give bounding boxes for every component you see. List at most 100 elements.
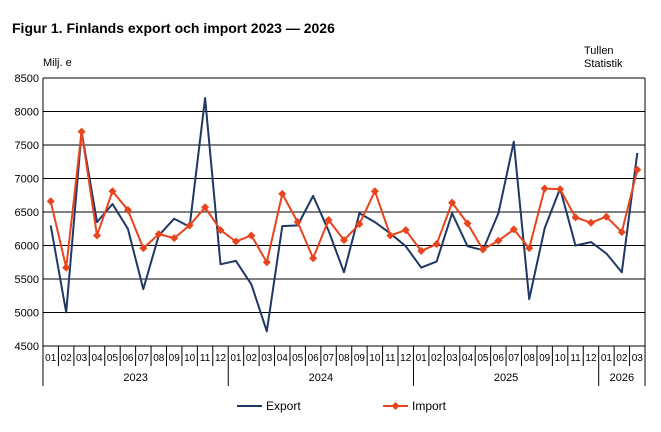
source-line-2: Statistik (584, 58, 623, 70)
import-point (231, 237, 240, 246)
import-point (309, 254, 318, 263)
y-axis-ticks: 4500 5000 5500 6000 6500 7000 7500 8000 8500 (15, 73, 39, 353)
x-year-label: 2023 (123, 372, 147, 384)
x-month-label: 03 (632, 353, 644, 364)
legend-import-label: Import (412, 399, 447, 413)
x-month-label: 10 (184, 353, 196, 364)
x-month-label: 10 (369, 353, 381, 364)
import-point (571, 213, 580, 222)
x-month-label: 06 (493, 353, 505, 364)
x-month-label: 11 (200, 353, 211, 364)
x-month-label: 12 (400, 353, 412, 364)
x-month-label: 10 (555, 353, 567, 364)
x-month-label: 02 (431, 353, 443, 364)
x-month-label: 03 (76, 353, 88, 364)
legend: Export Import (237, 399, 447, 413)
import-point (417, 246, 426, 255)
import-point (185, 221, 194, 230)
import-point (201, 203, 210, 212)
x-month-label: 06 (122, 353, 134, 364)
x-year-label: 2025 (494, 372, 518, 384)
import-point (602, 212, 611, 221)
x-month-label: 04 (462, 353, 474, 364)
x-month-label: 11 (570, 353, 581, 364)
x-month-label: 09 (169, 353, 181, 364)
chart-title: Figur 1. Finlands export och import 2023… (12, 20, 335, 36)
import-point (494, 236, 503, 245)
x-month-label: 01 (416, 353, 428, 364)
x-year-label: 2026 (610, 372, 634, 384)
import-point (170, 234, 179, 243)
import-point (478, 245, 487, 254)
import-point (355, 220, 364, 229)
import-point (123, 205, 132, 214)
series-layer (46, 97, 642, 333)
x-month-label: 08 (524, 353, 536, 364)
import-point (386, 231, 395, 240)
source-line-1: Tullen (584, 45, 614, 57)
y-tick-label: 5000 (15, 308, 39, 320)
x-month-label: 06 (308, 353, 320, 364)
x-month-label: 12 (215, 353, 227, 364)
x-month-label: 05 (292, 353, 304, 364)
y-tick-label: 7500 (15, 140, 39, 152)
import-point (278, 189, 287, 198)
y-axis-label: Milj. e (43, 57, 72, 69)
legend-export-label: Export (266, 399, 301, 413)
x-month-label: 05 (107, 353, 119, 364)
import-point (556, 185, 565, 194)
import-point (540, 184, 549, 193)
import-point (633, 165, 642, 174)
import-point (509, 225, 518, 234)
x-month-label: 02 (61, 353, 73, 364)
x-month-label: 01 (45, 353, 57, 364)
import-series-line (49, 130, 639, 269)
x-month-label: 07 (323, 353, 335, 364)
x-month-label: 03 (261, 353, 273, 364)
import-point (586, 218, 595, 227)
import-point (46, 197, 55, 206)
import-point (77, 127, 86, 136)
export-series-line (49, 97, 639, 333)
import-point (216, 226, 225, 235)
import-point (463, 219, 472, 228)
import-point (370, 187, 379, 196)
x-month-label: 09 (539, 353, 551, 364)
import-point (525, 244, 534, 253)
import-point (247, 231, 256, 240)
legend-import-marker (391, 402, 400, 410)
y-tick-label: 4500 (15, 341, 39, 353)
x-month-label: 04 (91, 353, 103, 364)
x-month-label: 09 (354, 353, 366, 364)
y-tick-label: 5500 (15, 274, 39, 286)
x-month-label: 01 (601, 353, 613, 364)
y-tick-label: 7000 (15, 174, 39, 186)
import-point (617, 228, 626, 237)
import-point (432, 240, 441, 249)
x-month-label: 07 (138, 353, 150, 364)
import-point (448, 198, 457, 207)
y-tick-label: 6000 (15, 241, 39, 253)
import-point (340, 236, 348, 245)
x-year-label: 2024 (309, 372, 333, 384)
x-month-label: 11 (385, 353, 396, 364)
x-month-label: 02 (246, 353, 258, 364)
import-point (324, 216, 333, 225)
x-month-label: 07 (508, 353, 520, 364)
x-month-label: 03 (446, 353, 458, 364)
x-axis: 01 02 03 04 05 06 07 08 09 10 11 12 01 02 03 04 05 06 07 08… (42, 346, 646, 386)
y-tick-label: 6500 (15, 207, 39, 219)
import-point (62, 263, 71, 272)
x-month-label: 05 (477, 353, 489, 364)
import-point (401, 226, 410, 235)
import-point (108, 187, 117, 196)
x-month-label: 08 (338, 353, 350, 364)
import-point (154, 230, 163, 239)
y-tick-label: 8000 (15, 107, 39, 119)
y-tick-label: 8500 (15, 73, 39, 85)
x-month-label: 01 (230, 353, 242, 364)
import-point (262, 258, 271, 267)
x-month-label: 12 (585, 353, 597, 364)
x-month-label: 08 (153, 353, 165, 364)
